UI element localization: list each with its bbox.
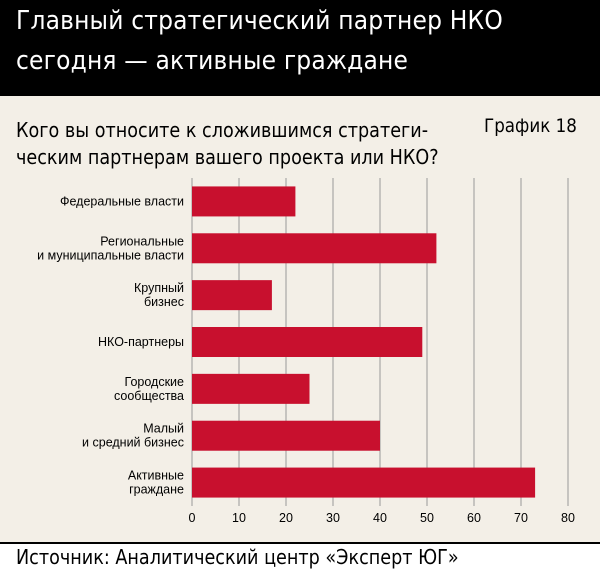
category-label: граждане [129,483,184,497]
question-line2: ческим партнерам вашего проекта или НКО? [16,145,439,169]
category-label: сообщества [114,389,184,403]
source-divider [0,542,600,544]
x-tick-label: 0 [189,511,196,525]
x-tick-label: 80 [561,511,575,525]
category-label: НКО-партнеры [98,335,184,349]
x-tick-label: 30 [326,511,340,525]
bar [192,420,380,451]
x-tick-label: 20 [279,511,293,525]
chart-title-line2: сегодня — активные граждане [16,46,409,76]
category-label: Городские [125,375,185,389]
category-label: Региональные [100,234,184,248]
bar [192,467,536,498]
category-label: Крупный [134,281,184,295]
question-line1: Кого вы относите к сложившимся стратеги- [16,118,429,142]
bar [192,186,296,217]
bar [192,233,437,264]
source-text: Источник: Аналитический центр «Эксперт Ю… [16,545,459,569]
chart-title-line1: Главный стратегический партнер НКО [16,6,503,36]
bar [192,280,272,311]
x-tick-label: 70 [514,511,528,525]
x-tick-label: 50 [420,511,434,525]
chart-number: График 18 [484,115,577,137]
x-tick-label: 60 [467,511,481,525]
bar [192,373,310,404]
category-label: Активные [128,469,184,483]
category-label: и средний бизнес [82,436,184,450]
header-bar [0,0,600,96]
category-label: и муниципальные власти [37,248,184,262]
category-label: Федеральные власти [60,194,184,208]
x-tick-label: 40 [373,511,387,525]
category-label: бизнес [144,295,184,309]
x-tick-label: 10 [232,511,246,525]
category-label: Малый [143,422,184,436]
chart-question: Кого вы относите к сложившимся стратеги-… [16,117,439,171]
bar [192,327,423,357]
